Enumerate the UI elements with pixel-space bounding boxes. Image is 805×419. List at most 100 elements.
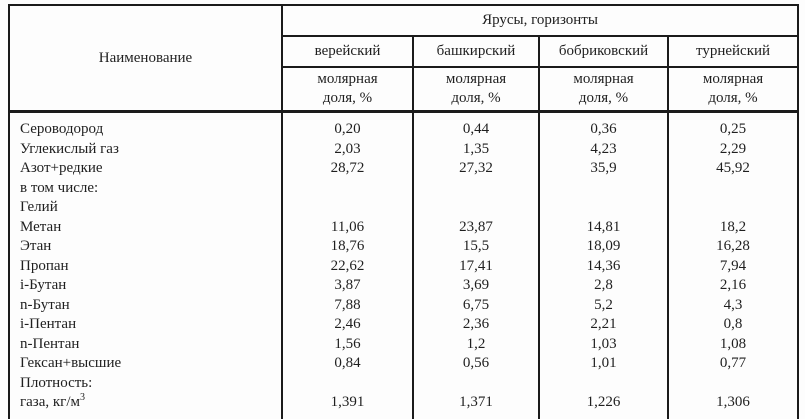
cell-value [281,198,414,218]
cell-value [666,198,800,218]
row-label-superscript: 3 [80,392,85,403]
subheader-molar-fraction: молярная доля, % [412,66,540,113]
cell-value: 28,72 [281,159,414,179]
table-row: Гексан+высшие 0,84 0,56 1,01 0,77 [8,354,800,374]
row-label: Углекислый газ [8,139,283,159]
cell-value: 0,20 [281,111,414,140]
column-header-bobrikovsky: бобриковский [538,35,669,68]
cell-value: 1,01 [538,354,669,374]
row-label: Этан [8,237,283,257]
cell-value: 4,23 [538,139,669,159]
cell-value: 1,35 [412,139,540,159]
cell-value: 35,9 [538,159,669,179]
cell-value: 18,09 [538,237,669,257]
cell-value: 7,88 [281,295,414,315]
group-header-tiers-horizons: Ярусы, горизонты [280,4,800,37]
cell-value: 0,77 [666,354,800,374]
cell-value: 6,75 [412,295,540,315]
cell-value: 11,06 [281,217,414,237]
row-label: i-Пентан [8,315,283,335]
cell-value: 2,46 [281,315,414,335]
cell-value: 0,36 [538,111,669,140]
cell-value: 2,16 [666,276,800,296]
cell-value: 0,84 [281,354,414,374]
cell-value: 1,306 [666,393,800,419]
cell-value: 2,29 [666,139,800,159]
cell-value [281,373,414,393]
cell-value: 2,03 [281,139,414,159]
column-header-tourneysky: турнейский [666,35,800,68]
cell-value: 14,81 [538,217,669,237]
cell-value [538,178,669,198]
table-row: i-Бутан 3,87 3,69 2,8 2,16 [8,276,800,296]
cell-value: 1,2 [412,334,540,354]
table-row: Гелий [8,198,800,218]
cell-value: 1,371 [412,393,540,419]
table-row: Углекислый газ 2,03 1,35 4,23 2,29 [8,139,800,159]
table-header: Наименование Ярусы, горизонты верейский … [8,4,800,113]
row-label: Пропан [8,256,283,276]
row-label: Сероводород [8,111,283,140]
cell-value: 18,76 [281,237,414,257]
cell-value: 15,5 [412,237,540,257]
subheader-molar-fraction: молярная доля, % [281,66,414,113]
cell-value: 1,08 [666,334,800,354]
column-header-name: Наименование [8,4,283,113]
cell-value: 7,94 [666,256,800,276]
cell-value: 1,226 [538,393,669,419]
table-row: Пропан 22,62 17,41 14,36 7,94 [8,256,800,276]
cell-value: 17,41 [412,256,540,276]
row-label: Гексан+высшие [8,354,283,374]
cell-value: 2,8 [538,276,669,296]
cell-value [666,373,800,393]
table-body: Сероводород 0,20 0,44 0,36 0,25 Углекисл… [8,111,800,419]
cell-value: 18,2 [666,217,800,237]
cell-value: 27,32 [412,159,540,179]
table-row: n-Бутан 7,88 6,75 5,2 4,3 [8,295,800,315]
cell-value: 0,44 [412,111,540,140]
cell-value: 1,56 [281,334,414,354]
cell-value [538,373,669,393]
table-row: Этан 18,76 15,5 18,09 16,28 [8,237,800,257]
subheader-molar-fraction: молярная доля, % [666,66,800,113]
table-row: в том числе: [8,178,800,198]
cell-value [666,178,800,198]
table-row: n-Пентан 1,56 1,2 1,03 1,08 [8,334,800,354]
cell-value [412,198,540,218]
table-row: газа, кг/м3 1,391 1,371 1,226 1,306 [8,392,800,419]
row-label: газа, кг/м3 [8,392,283,419]
table-row: i-Пентан 2,46 2,36 2,21 0,8 [8,315,800,335]
cell-value: 3,69 [412,276,540,296]
column-header-vereysky: верейский [281,35,414,68]
cell-value [281,178,414,198]
row-label: Гелий [8,198,283,218]
cell-value: 16,28 [666,237,800,257]
table-row: Плотность: [8,373,800,393]
cell-value: 0,8 [666,315,800,335]
row-label: в том числе: [8,178,283,198]
cell-value: 5,2 [538,295,669,315]
cell-value: 23,87 [412,217,540,237]
table-row: Метан 11,06 23,87 14,81 18,2 [8,217,800,237]
cell-value: 0,56 [412,354,540,374]
row-label: n-Пентан [8,334,283,354]
cell-value: 1,03 [538,334,669,354]
cell-value: 1,391 [281,393,414,419]
row-label-text: газа, кг/м [20,394,80,410]
cell-value: 14,36 [538,256,669,276]
row-label: i-Бутан [8,276,283,296]
row-label: Азот+редкие [8,159,283,179]
gas-composition-table: Наименование Ярусы, горизонты верейский … [8,4,800,419]
row-label: n-Бутан [8,295,283,315]
cell-value [412,178,540,198]
table-row: Сероводород 0,20 0,44 0,36 0,25 [8,111,800,140]
cell-value: 22,62 [281,256,414,276]
cell-value: 2,36 [412,315,540,335]
cell-value [538,198,669,218]
column-header-bashkirsky: башкирский [412,35,540,68]
row-label: Плотность: [8,373,283,393]
subheader-molar-fraction: молярная доля, % [538,66,669,113]
cell-value: 3,87 [281,276,414,296]
row-label: Метан [8,217,283,237]
